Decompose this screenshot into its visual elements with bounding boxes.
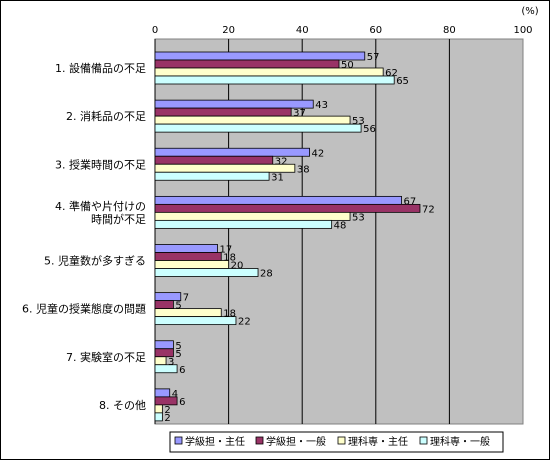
data-label-s1-c0: 50	[341, 60, 354, 71]
x-tick-label-60: 60	[369, 25, 382, 36]
data-label-s2-c7: 2	[164, 405, 170, 416]
data-label-s3-c7: 2	[164, 413, 170, 424]
bar-s2-c1	[154, 115, 351, 125]
data-label-s0-c7: 4	[172, 389, 178, 400]
category-label-5: 6. 児童の授業態度の問題	[22, 302, 146, 316]
legend-swatch-2	[337, 436, 346, 445]
x-tick-label-40: 40	[296, 25, 309, 36]
legend-label-0: 学級担・主任	[185, 435, 245, 448]
bar-s3-c7	[154, 412, 163, 422]
data-label-s3-c6: 6	[179, 365, 185, 376]
bar-s0-c5	[154, 292, 182, 302]
legend-label-1: 学級担・一般	[266, 435, 326, 448]
data-label-s1-c4: 18	[223, 253, 236, 264]
bar-s3-c3	[154, 219, 333, 229]
bar-s3-c1	[154, 123, 362, 133]
bar-s0-c0	[154, 51, 366, 61]
data-label-s1-c1: 37	[293, 108, 306, 119]
bar-s2-c2	[154, 163, 296, 173]
data-label-s0-c0: 57	[367, 52, 380, 63]
data-label-s0-c1: 43	[315, 100, 328, 111]
legend-label-3: 理科専・一般	[430, 435, 490, 448]
bar-s3-c0	[154, 75, 395, 85]
data-label-s0-c5: 7	[183, 293, 189, 304]
x-tick-label-80: 80	[443, 25, 456, 36]
category-label-7: 8. その他	[99, 399, 146, 412]
bar-s3-c5	[154, 316, 237, 326]
data-label-s0-c6: 5	[175, 341, 181, 352]
bar-s1-c6	[154, 348, 174, 358]
unit-label: (%)	[521, 6, 538, 17]
data-label-s3-c2: 31	[271, 172, 284, 183]
category-label-2: 3. 授業時間の不足	[55, 157, 146, 171]
x-tick-label-100: 100	[513, 25, 532, 36]
data-label-s3-c4: 28	[260, 269, 273, 280]
data-label-s0-c2: 42	[312, 148, 325, 159]
category-label-0: 1. 設備備品の不足	[55, 61, 146, 75]
bar-s1-c5	[154, 300, 174, 310]
bar-s3-c2	[154, 171, 270, 181]
legend-swatch-1	[255, 436, 264, 445]
data-label-s2-c3: 53	[352, 212, 365, 223]
bar-s1-c4	[154, 252, 222, 261]
bar-s0-c3	[154, 195, 402, 205]
bar-s2-c0	[154, 67, 384, 77]
data-label-s3-c1: 56	[363, 124, 376, 135]
data-label-s3-c3: 48	[334, 220, 347, 231]
bar-s1-c0	[154, 59, 340, 69]
data-label-s3-c5: 22	[238, 317, 251, 328]
bar-s2-c5	[154, 308, 222, 318]
bar-s1-c2	[154, 155, 274, 165]
category-label-3-0: 4. 準備や片付けの	[55, 199, 146, 213]
plot-area	[154, 38, 524, 425]
category-label-1: 2. 消耗品の不足	[66, 109, 146, 123]
category-label-3-1: 時間が不足	[91, 212, 146, 226]
bar-s0-c4	[154, 244, 218, 253]
category-label-4: 5. 児童数が多すぎる	[44, 254, 146, 268]
bar-s2-c6	[154, 356, 167, 366]
data-label-s1-c3: 72	[422, 204, 435, 215]
legend-swatch-3	[419, 436, 428, 445]
data-label-s2-c0: 62	[385, 68, 398, 79]
data-label-s3-c0: 65	[396, 76, 409, 87]
legend-swatch-0	[174, 436, 183, 445]
bar-s1-c3	[154, 203, 421, 213]
data-label-s2-c1: 53	[352, 116, 365, 127]
data-label-s2-c4: 20	[231, 261, 244, 272]
category-label-6: 7. 実験室の不足	[66, 350, 146, 364]
data-label-s1-c6: 5	[175, 349, 181, 360]
bar-s3-c4	[154, 268, 259, 277]
bar-s0-c6	[154, 340, 174, 350]
data-label-s1-c7: 6	[179, 397, 185, 408]
x-tick-label-0: 0	[152, 25, 158, 36]
x-tick-label-20: 20	[222, 25, 235, 36]
bar-s2-c4	[154, 260, 229, 269]
bar-s0-c1	[154, 99, 314, 109]
bar-s2-c3	[154, 211, 351, 221]
bar-s1-c7	[154, 396, 178, 406]
bar-s0-c2	[154, 147, 310, 157]
data-label-s1-c2: 32	[275, 156, 288, 167]
data-label-s1-c5: 5	[175, 301, 181, 312]
legend-label-2: 理科専・主任	[348, 435, 408, 448]
data-label-s2-c5: 18	[223, 309, 236, 320]
data-label-s2-c6: 3	[168, 357, 174, 368]
bar-s3-c6	[154, 364, 178, 374]
data-label-s0-c3: 67	[404, 196, 417, 207]
bar-s0-c7	[154, 388, 171, 398]
data-label-s0-c4: 17	[220, 245, 233, 256]
data-label-s2-c2: 38	[297, 164, 310, 175]
bar-s1-c1	[154, 107, 292, 117]
bar-s2-c7	[154, 404, 163, 414]
